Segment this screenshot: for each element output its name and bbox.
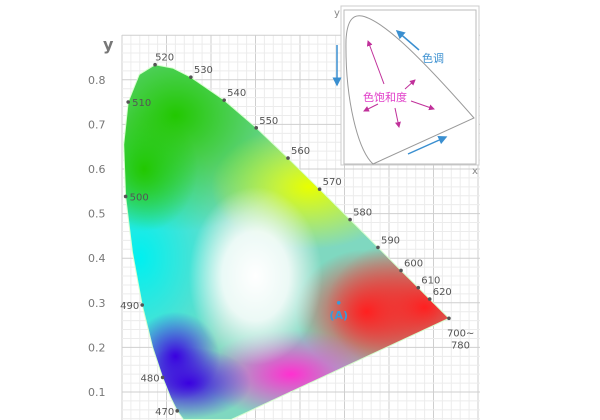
wavelength-label: 570: [323, 177, 342, 188]
inset-y-label: y: [334, 8, 340, 19]
color-blob: [188, 186, 323, 366]
wavelength-label: 520: [155, 53, 174, 64]
wavelength-dot: [222, 98, 226, 102]
wavelength-dot: [348, 217, 352, 222]
spectral-locus: [123, 64, 450, 420]
wavelength-dot: [140, 303, 145, 307]
wavelength-label: 540: [227, 88, 246, 99]
hue-arrow-lower: [407, 135, 448, 155]
y-tick-label: 0.7: [88, 118, 106, 131]
wavelength-dot: [317, 187, 322, 192]
wavelength-label: 610: [421, 276, 440, 287]
wavelength-dot: [153, 62, 157, 67]
wavelength-label: 480: [141, 373, 160, 384]
wavelength-marks: 470 480 490 500 510 520 530 540 550 560 570 580 590 6…: [120, 53, 474, 418]
wavelength-label: 550: [259, 116, 278, 127]
hue-arrow-upper: [395, 30, 420, 51]
wavelength-dot: [123, 194, 128, 199]
wavelength-dot: [376, 245, 380, 250]
wavelength-label: 780: [451, 340, 470, 351]
saturation-label: 色饱和度: [363, 90, 407, 104]
wavelength-label: 470: [155, 407, 174, 418]
wavelength-label: 490: [120, 301, 139, 312]
y-tick-label: 0.6: [88, 163, 106, 176]
saturation-arrows: [363, 40, 435, 128]
wavelength-dot: [126, 100, 130, 104]
y-tick-label: 0.8: [88, 74, 106, 87]
point-a: (A): [329, 301, 348, 322]
wavelength-label: 620: [433, 287, 452, 298]
wavelength-dot: [427, 297, 432, 301]
hue-label: 色调: [422, 51, 444, 65]
inset-diagram: y x 色调 色饱和度: [332, 5, 480, 177]
y-tick-label: 0.2: [88, 341, 106, 354]
y-tick-label: 0.5: [88, 208, 106, 221]
wavelength-label: 500: [130, 192, 149, 203]
point-a-label: (A): [329, 309, 348, 322]
wavelength-label: 700~: [447, 328, 474, 339]
wavelength-dot: [447, 316, 451, 321]
wavelength-label: 580: [353, 208, 372, 219]
color-blob: [123, 106, 198, 232]
wavelength-dot: [286, 156, 290, 160]
wavelength-label: 560: [291, 146, 310, 157]
y-axis-ticks: 0.1 0.2 0.3 0.4 0.5 0.6 0.7 0.8: [88, 74, 106, 399]
wavelength-label: 600: [404, 258, 423, 269]
wavelength-label: 510: [132, 98, 151, 109]
wavelength-label: 530: [194, 65, 213, 76]
y-tick-label: 0.1: [88, 386, 106, 399]
wavelength-dot: [189, 75, 193, 79]
y-axis-label: y: [103, 35, 114, 54]
y-tick-label: 0.3: [88, 297, 106, 310]
wavelength-dot: [160, 375, 165, 380]
wavelength-dot: [254, 126, 259, 130]
wavelength-dot: [416, 285, 421, 290]
inset-x-label: x: [472, 166, 478, 177]
wavelength-dot: [175, 409, 180, 413]
wavelength-label: 590: [381, 235, 400, 246]
wavelength-dot: [399, 268, 403, 273]
inset-locus: [345, 15, 475, 165]
point-a-dot: [336, 301, 341, 305]
y-tick-label: 0.4: [88, 252, 106, 265]
